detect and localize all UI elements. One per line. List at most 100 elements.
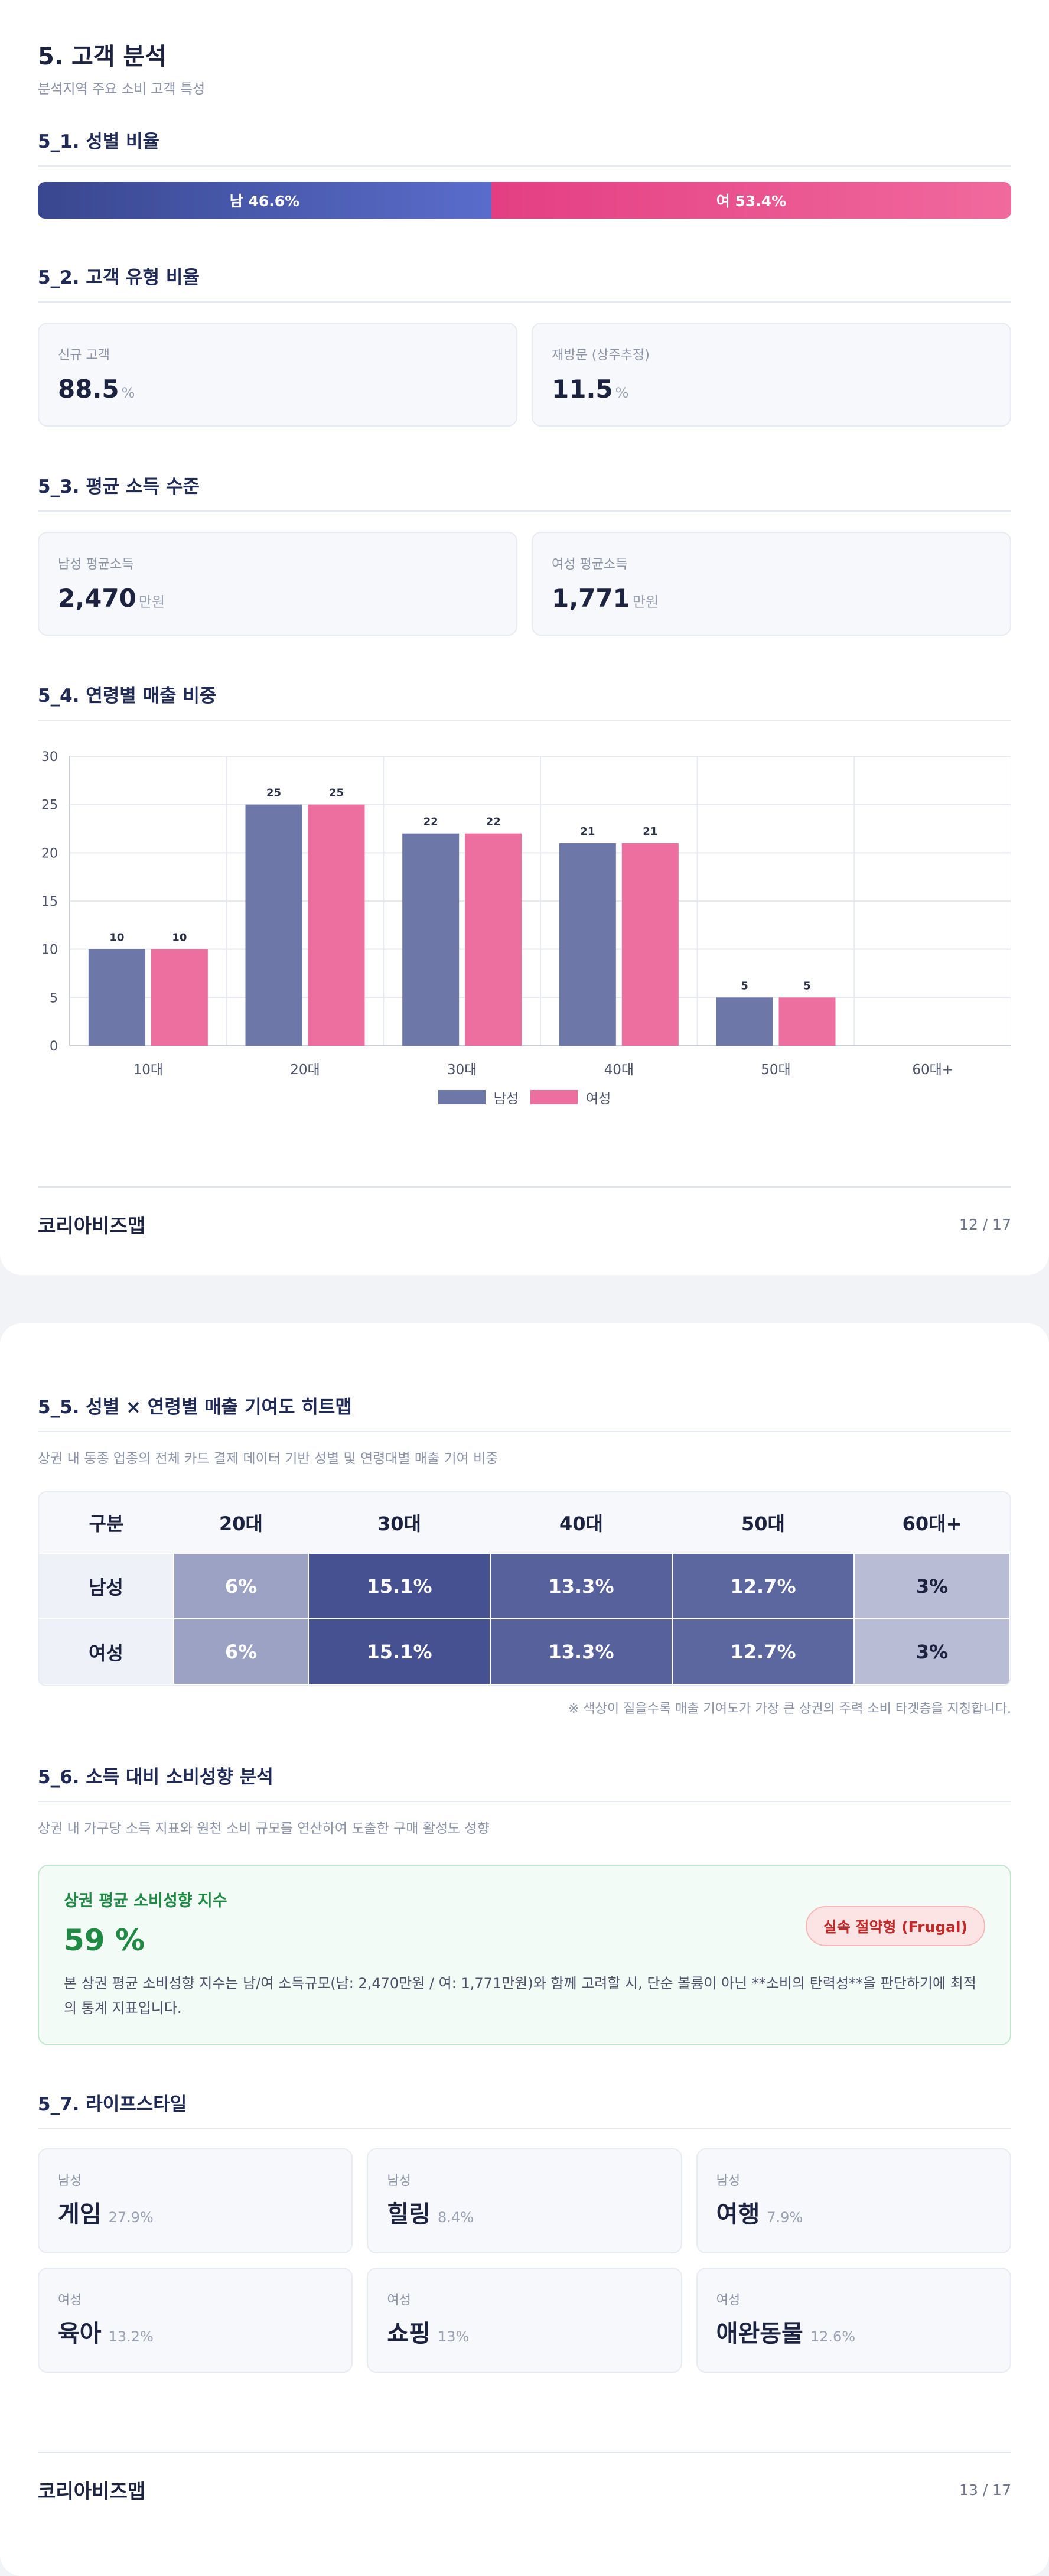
x-tick-label: 20대 (290, 1062, 320, 1078)
male-ratio-segment: 남 46.6% (38, 182, 491, 219)
lifestyle-gender: 남성 (716, 2174, 741, 2188)
footer-brand: 코리아비즈맵 (38, 1214, 146, 1237)
legend-swatch (530, 1090, 578, 1104)
lifestyle-card: 여성 육아 13.2% (38, 2268, 353, 2373)
lifestyle-name: 애완동물 (716, 2320, 803, 2347)
stat-unit: % (615, 385, 629, 401)
heatmap-row-female: 여성 6% 15.1% 13.3% 12.7% 3% (39, 1618, 1010, 1685)
lifestyle-grid: 남성 게임 27.9% 남성 힐링 8.4% 남성 여행 7.9% 여성 육아 13.2… (38, 2148, 1011, 2373)
legend-item-female: 여성 (530, 1087, 611, 1107)
lifestyle-title: 5_7. 라이프스타일 (38, 2093, 1011, 2129)
page-subtitle: 분석지역 주요 소비 고객 특성 (38, 82, 206, 97)
bar-data-label: 21 (580, 825, 595, 838)
heatmap-cell: 6% (173, 1553, 309, 1619)
heatmap-row-male: 남성 6% 15.1% 13.3% 12.7% 3% (39, 1553, 1010, 1619)
heatmap-table-wrap: 구분 20대 30대 40대 50대 60대+ 남성 6% 15.1% 13.3… (38, 1491, 1011, 1686)
bar-data-label: 22 (423, 816, 438, 828)
heatmap-col-header: 50대 (672, 1492, 854, 1553)
y-tick-label: 10 (41, 943, 58, 958)
stat-label: 신규 고객 (58, 348, 110, 363)
bar-data-label: 25 (329, 787, 344, 799)
heatmap-cell: 12.7% (672, 1553, 855, 1619)
chart-bar (151, 949, 208, 1046)
age-sales-bar-chart: 0 5 10 15 20 25 30 10 10 10대 25 25 20대 22 22 30대 21 21 40대… (41, 750, 1011, 1078)
bar-data-label: 10 (109, 932, 124, 944)
heatmap-cell: 13.3% (490, 1618, 673, 1685)
report-page-12: 5. 고객 분석 분석지역 주요 소비 고객 특성 5_1. 성별 비율 남 4… (0, 0, 1049, 1275)
heatmap-header-row: 구분 20대 30대 40대 50대 60대+ (39, 1492, 1010, 1553)
heatmap-cell: 15.1% (308, 1553, 491, 1619)
lifestyle-pct: 27.9% (108, 2209, 154, 2226)
chart-bar (621, 843, 679, 1046)
stat-label: 여성 평균소득 (552, 557, 628, 572)
revisit-customer-card: 재방문 (상주추정) 11.5% (532, 323, 1011, 427)
x-tick-label: 10대 (133, 1062, 163, 1078)
page-title: 5. 고객 분석 (38, 43, 167, 70)
stat-label: 남성 평균소득 (58, 557, 134, 572)
footer-brand: 코리아비즈맵 (38, 2480, 146, 2503)
x-tick-label: 60대+ (912, 1062, 953, 1078)
y-tick-label: 20 (41, 846, 58, 861)
spending-index-title: 상권 평균 소비성향 지수 (64, 1892, 227, 1910)
bar-data-label: 5 (803, 980, 811, 992)
lifestyle-name: 게임 (58, 2201, 102, 2228)
lifestyle-card: 남성 게임 27.9% (38, 2148, 353, 2253)
lifestyle-gender: 여성 (58, 2293, 82, 2308)
chart-bar (465, 833, 522, 1046)
lifestyle-name: 육아 (58, 2320, 102, 2347)
customer-type-cards: 신규 고객 88.5% 재방문 (상주추정) 11.5% (38, 323, 1011, 427)
gender-ratio-title: 5_1. 성별 비율 (38, 130, 1011, 167)
heatmap-cell: 15.1% (308, 1618, 491, 1685)
x-tick-label: 50대 (761, 1062, 790, 1078)
lifestyle-card: 남성 힐링 8.4% (367, 2148, 682, 2253)
page-footer: 코리아비즈맵 12 / 17 (38, 1186, 1011, 1238)
heatmap-desc: 상권 내 동종 업종의 전체 카드 결제 데이터 기반 성별 및 연령대별 매출… (38, 1451, 499, 1466)
legend-swatch (438, 1090, 486, 1104)
chart-bar (559, 843, 616, 1046)
heatmap-col-header: 20대 (174, 1492, 308, 1553)
new-customer-card: 신규 고객 88.5% (38, 323, 517, 427)
report-page-13: 5_5. 성별 × 연령별 매출 기여도 히트맵 상권 내 동종 업종의 전체 … (0, 1323, 1049, 2576)
legend-item-male: 남성 (438, 1087, 519, 1107)
lifestyle-gender: 여성 (716, 2293, 741, 2308)
female-ratio-segment: 여 53.4% (491, 182, 1011, 219)
y-tick-label: 15 (41, 895, 58, 909)
bar-data-label: 10 (172, 932, 187, 944)
chart-bar (245, 804, 302, 1046)
bar-data-label: 5 (741, 980, 748, 992)
chart-bar (88, 949, 145, 1046)
x-tick-label: 30대 (447, 1062, 477, 1078)
y-tick-label: 30 (41, 750, 58, 765)
page-footer: 코리아비즈맵 13 / 17 (38, 2452, 1011, 2504)
heatmap-cell: 3% (853, 1618, 1010, 1685)
heatmap-col-header: 30대 (308, 1492, 490, 1553)
spending-index-box: 상권 평균 소비성향 지수 59 % 실속 절약형 (Frugal) 본 상권 … (38, 1865, 1011, 2045)
heatmap-col-header: 40대 (490, 1492, 672, 1553)
legend-label: 여성 (586, 1091, 611, 1107)
lifestyle-card: 여성 애완동물 12.6% (696, 2268, 1011, 2373)
x-tick-label: 40대 (604, 1062, 634, 1078)
spending-index-desc: 본 상권 평균 소비성향 지수는 남/여 소득규모(남: 2,470만원 / 여… (64, 1975, 976, 2016)
spending-type-badge: 실속 절약형 (Frugal) (805, 1906, 985, 1946)
lifestyle-gender: 남성 (387, 2174, 411, 2188)
bar-data-label: 21 (643, 825, 657, 838)
income-cards: 남성 평균소득 2,470 만원 여성 평균소득 1,771 만원 (38, 532, 1011, 636)
lifestyle-name: 힐링 (387, 2201, 431, 2228)
stat-value: 88.5 (58, 375, 119, 404)
stat-unit: % (121, 385, 135, 401)
bar-data-label: 22 (486, 816, 501, 828)
lifestyle-gender: 남성 (58, 2174, 82, 2188)
chart-bar (716, 997, 773, 1046)
chart-bar (308, 804, 365, 1046)
lifestyle-name: 쇼핑 (387, 2320, 431, 2347)
heatmap-note: ※ 색상이 짙을수록 매출 기여도가 가장 큰 상권의 주력 소비 타겟층을 지… (568, 1702, 1011, 1716)
female-income-card: 여성 평균소득 1,771 만원 (532, 532, 1011, 636)
gender-ratio-bar: 남 46.6% 여 53.4% (38, 182, 1011, 219)
income-level-title: 5_3. 평균 소득 수준 (38, 475, 1011, 512)
bar-data-label: 25 (266, 787, 281, 799)
stat-value: 1,771 (552, 584, 630, 613)
chart-legend: 남성 여성 (38, 1087, 1011, 1107)
footer-page-number: 13 / 17 (959, 2481, 1011, 2499)
spending-tendency-title: 5_6. 소득 대비 소비성향 분석 (38, 1765, 1011, 1802)
stat-unit: 만원 (632, 594, 659, 610)
